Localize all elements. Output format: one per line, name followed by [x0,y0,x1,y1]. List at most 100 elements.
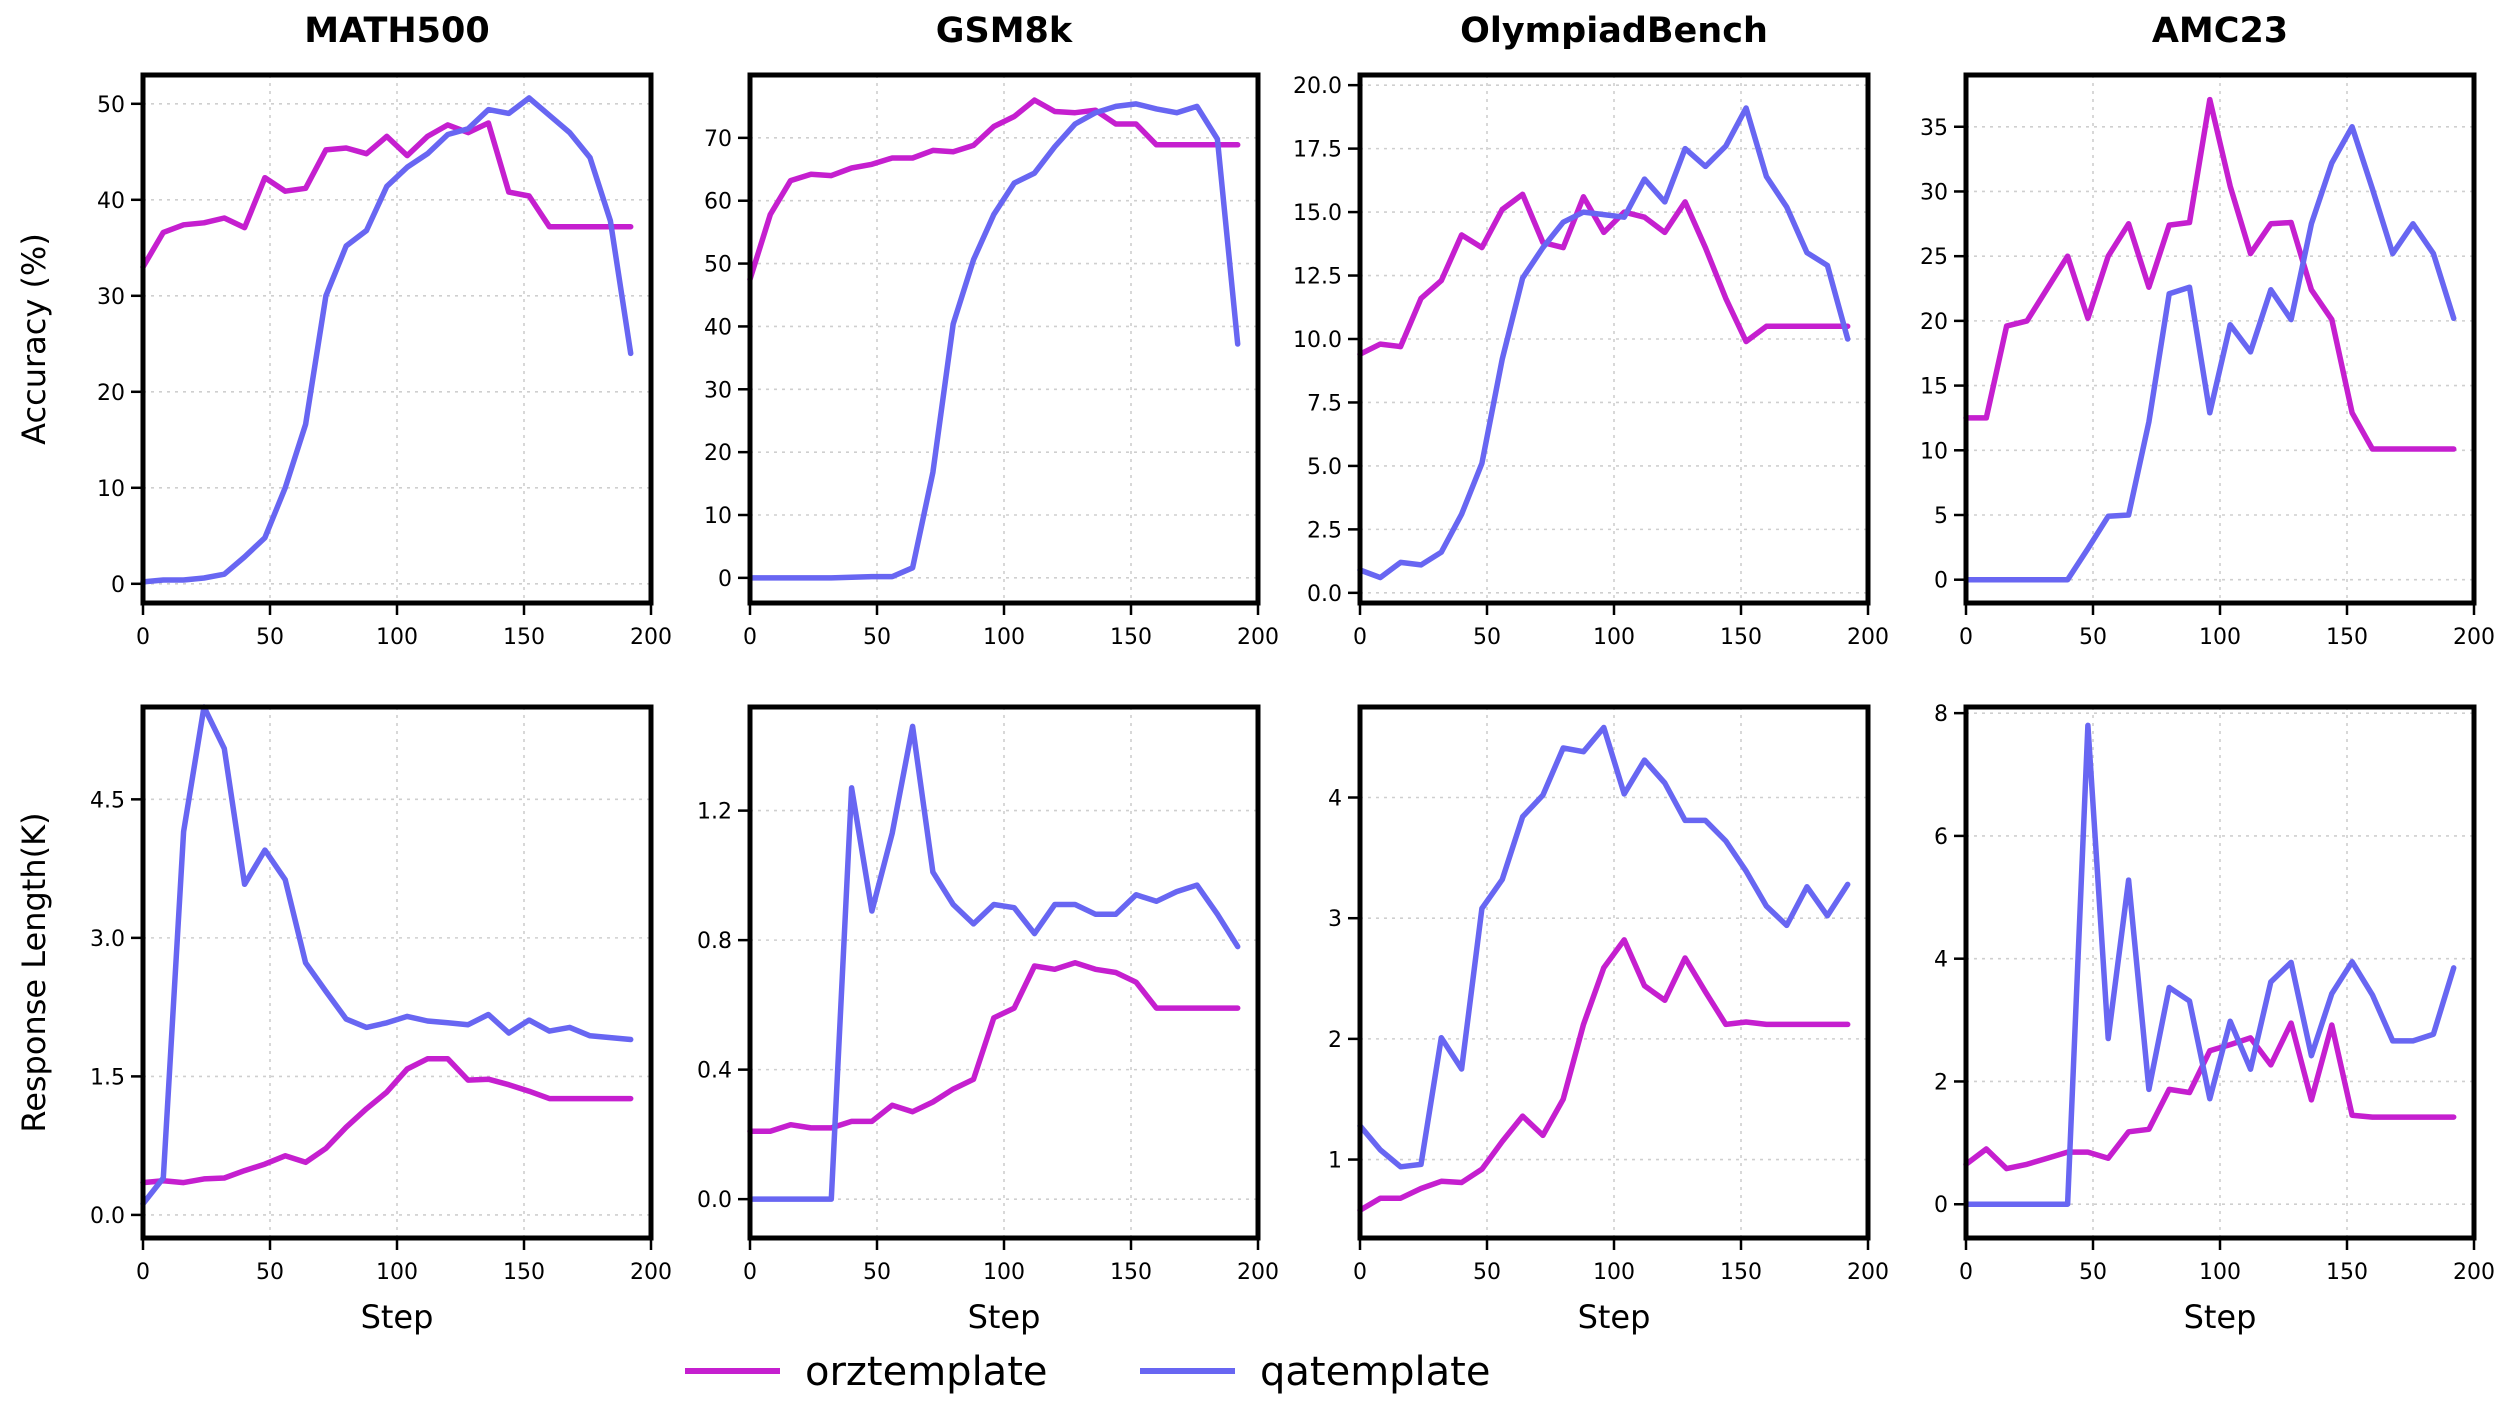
chart-panel-2: 0 50 100 150 200 0.0 2.5 5.0 7.5 10.0 12.5 15.0 17.5… [1293,11,1889,650]
y-tick-label: 60 [704,190,732,215]
y-tick-label: 0.8 [697,929,732,954]
x-axis-label: Step [968,1298,1041,1336]
x-tick-label: 0 [136,1260,150,1285]
plot-frame [747,704,1261,1241]
x-tick-label: 200 [2453,625,2495,650]
panel-title: AMC23 [2152,11,2288,51]
y-tick-label: 4 [1934,948,1948,973]
series-line-qatemplate [747,723,1241,1202]
y-tick-label: 20 [704,441,732,466]
series-line-qatemplate [1963,722,2457,1207]
y-axis-label: Response Length(K) [15,812,53,1132]
x-tick-label: 100 [376,1260,418,1285]
y-tick-label: 35 [1920,116,1948,141]
legend-label-qatemplate: qatemplate [1260,1349,1490,1395]
x-tick-label: 200 [630,1260,672,1285]
x-tick-label: 150 [503,1260,545,1285]
y-tick-label: 30 [97,285,125,310]
y-tick-label: 3 [1328,907,1342,932]
series-line-orztemplate [747,960,1241,1134]
plot-frame [1357,72,1871,606]
series-line-orztemplate [747,97,1241,283]
y-tick-label: 10 [97,477,125,502]
x-axis-label: Step [361,1298,434,1336]
y-tick-label: 3.0 [90,927,125,952]
x-tick-label: 150 [1720,1260,1762,1285]
x-tick-label: 100 [1593,625,1635,650]
y-tick-label: 4 [1328,787,1342,812]
x-tick-label: 100 [983,1260,1025,1285]
x-axis-label: Step [2184,1298,2257,1336]
series-line-qatemplate [140,95,634,585]
x-tick-label: 0 [1959,625,1973,650]
x-tick-label: 0 [1353,625,1367,650]
y-tick-label: 7.5 [1307,391,1342,416]
y-tick-label: 5.0 [1307,455,1342,480]
x-tick-label: 50 [1473,1260,1501,1285]
plot-frame [140,704,654,1241]
y-tick-label: 5 [1934,504,1948,529]
y-tick-label: 2 [1934,1070,1948,1095]
y-tick-label: 20.0 [1293,74,1342,99]
y-tick-label: 10 [704,504,732,529]
y-tick-label: 0 [1934,569,1948,594]
y-tick-label: 10.0 [1293,328,1342,353]
legend: orztemplate qatemplate [685,1349,1490,1395]
y-tick-label: 0.0 [697,1188,732,1213]
x-tick-label: 0 [1959,1260,1973,1285]
series-line-orztemplate [140,120,634,270]
x-tick-label: 150 [1110,1260,1152,1285]
series-line-qatemplate [1963,124,2457,583]
y-tick-label: 1.2 [697,800,732,825]
chart-panel-1: 0 50 100 150 200 0 10 20 30 40 50 60 70 GSM8k [704,11,1279,650]
series-line-orztemplate [1963,96,2457,452]
series-line-qatemplate [747,101,1241,581]
y-tick-label: 4.5 [90,788,125,813]
plot-frame [140,72,654,606]
y-tick-label: 0.0 [1307,582,1342,607]
chart-panel-7: 0 50 100 150 200 0 2 4 6 8 Step [1934,702,2495,1336]
x-tick-label: 0 [743,625,757,650]
x-tick-label: 150 [503,625,545,650]
y-tick-label: 50 [704,253,732,278]
x-tick-label: 100 [2199,1260,2241,1285]
y-tick-label: 50 [97,93,125,118]
y-tick-label: 15.0 [1293,201,1342,226]
y-tick-label: 17.5 [1293,138,1342,163]
y-tick-label: 6 [1934,825,1948,850]
y-tick-label: 1 [1328,1149,1342,1174]
series-line-qatemplate [1357,105,1851,581]
plot-frame [1357,704,1871,1241]
y-tick-label: 0.0 [90,1204,125,1229]
x-tick-label: 150 [1110,625,1152,650]
chart-panel-5: 0 50 100 150 200 0.0 0.4 0.8 1.2 Step [697,704,1279,1336]
x-tick-label: 50 [256,625,284,650]
x-tick-label: 200 [1847,1260,1889,1285]
y-tick-label: 2.5 [1307,518,1342,543]
y-tick-label: 10 [1920,439,1948,464]
y-tick-label: 70 [704,127,732,152]
panel-title: GSM8k [936,11,1073,51]
y-tick-label: 2 [1328,1028,1342,1053]
x-tick-label: 200 [1237,1260,1279,1285]
y-axis-label: Accuracy (%) [15,233,53,445]
x-tick-label: 100 [2199,625,2241,650]
series-line-qatemplate [140,704,634,1207]
y-tick-label: 0 [111,573,125,598]
x-tick-label: 50 [863,1260,891,1285]
x-tick-label: 150 [1720,625,1762,650]
chart-panel-0: 0 50 100 150 200 0 10 20 30 40 50 MATH500 Accuracy (… [15,11,672,650]
series-line-orztemplate [1357,191,1851,357]
x-tick-label: 50 [863,625,891,650]
x-tick-label: 200 [1847,625,1889,650]
plot-frame [1963,72,2477,606]
x-tick-label: 50 [256,1260,284,1285]
x-tick-label: 50 [2079,1260,2107,1285]
x-tick-label: 100 [1593,1260,1635,1285]
y-tick-label: 0 [1934,1193,1948,1218]
y-tick-label: 12.5 [1293,265,1342,290]
y-tick-label: 0 [718,567,732,592]
chart-panel-3: 0 50 100 150 200 0 5 10 15 20 25 30 35 AMC23 [1920,11,2495,650]
legend-label-orztemplate: orztemplate [805,1349,1047,1395]
panel-title: MATH500 [304,11,489,51]
